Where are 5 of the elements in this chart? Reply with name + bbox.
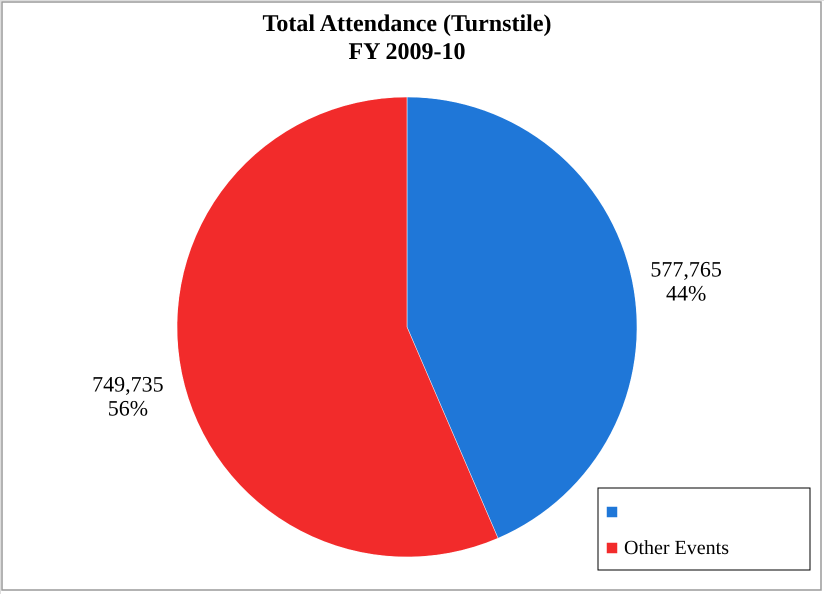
chart-subtitle: FY 2009-10 (348, 39, 466, 65)
legend-label: Other Events (624, 537, 730, 559)
chart-title: Total Attendance (Turnstile) (262, 11, 552, 37)
data-label: 577,765 44% (650, 256, 722, 306)
data-label: 749,735 56% (92, 372, 164, 421)
